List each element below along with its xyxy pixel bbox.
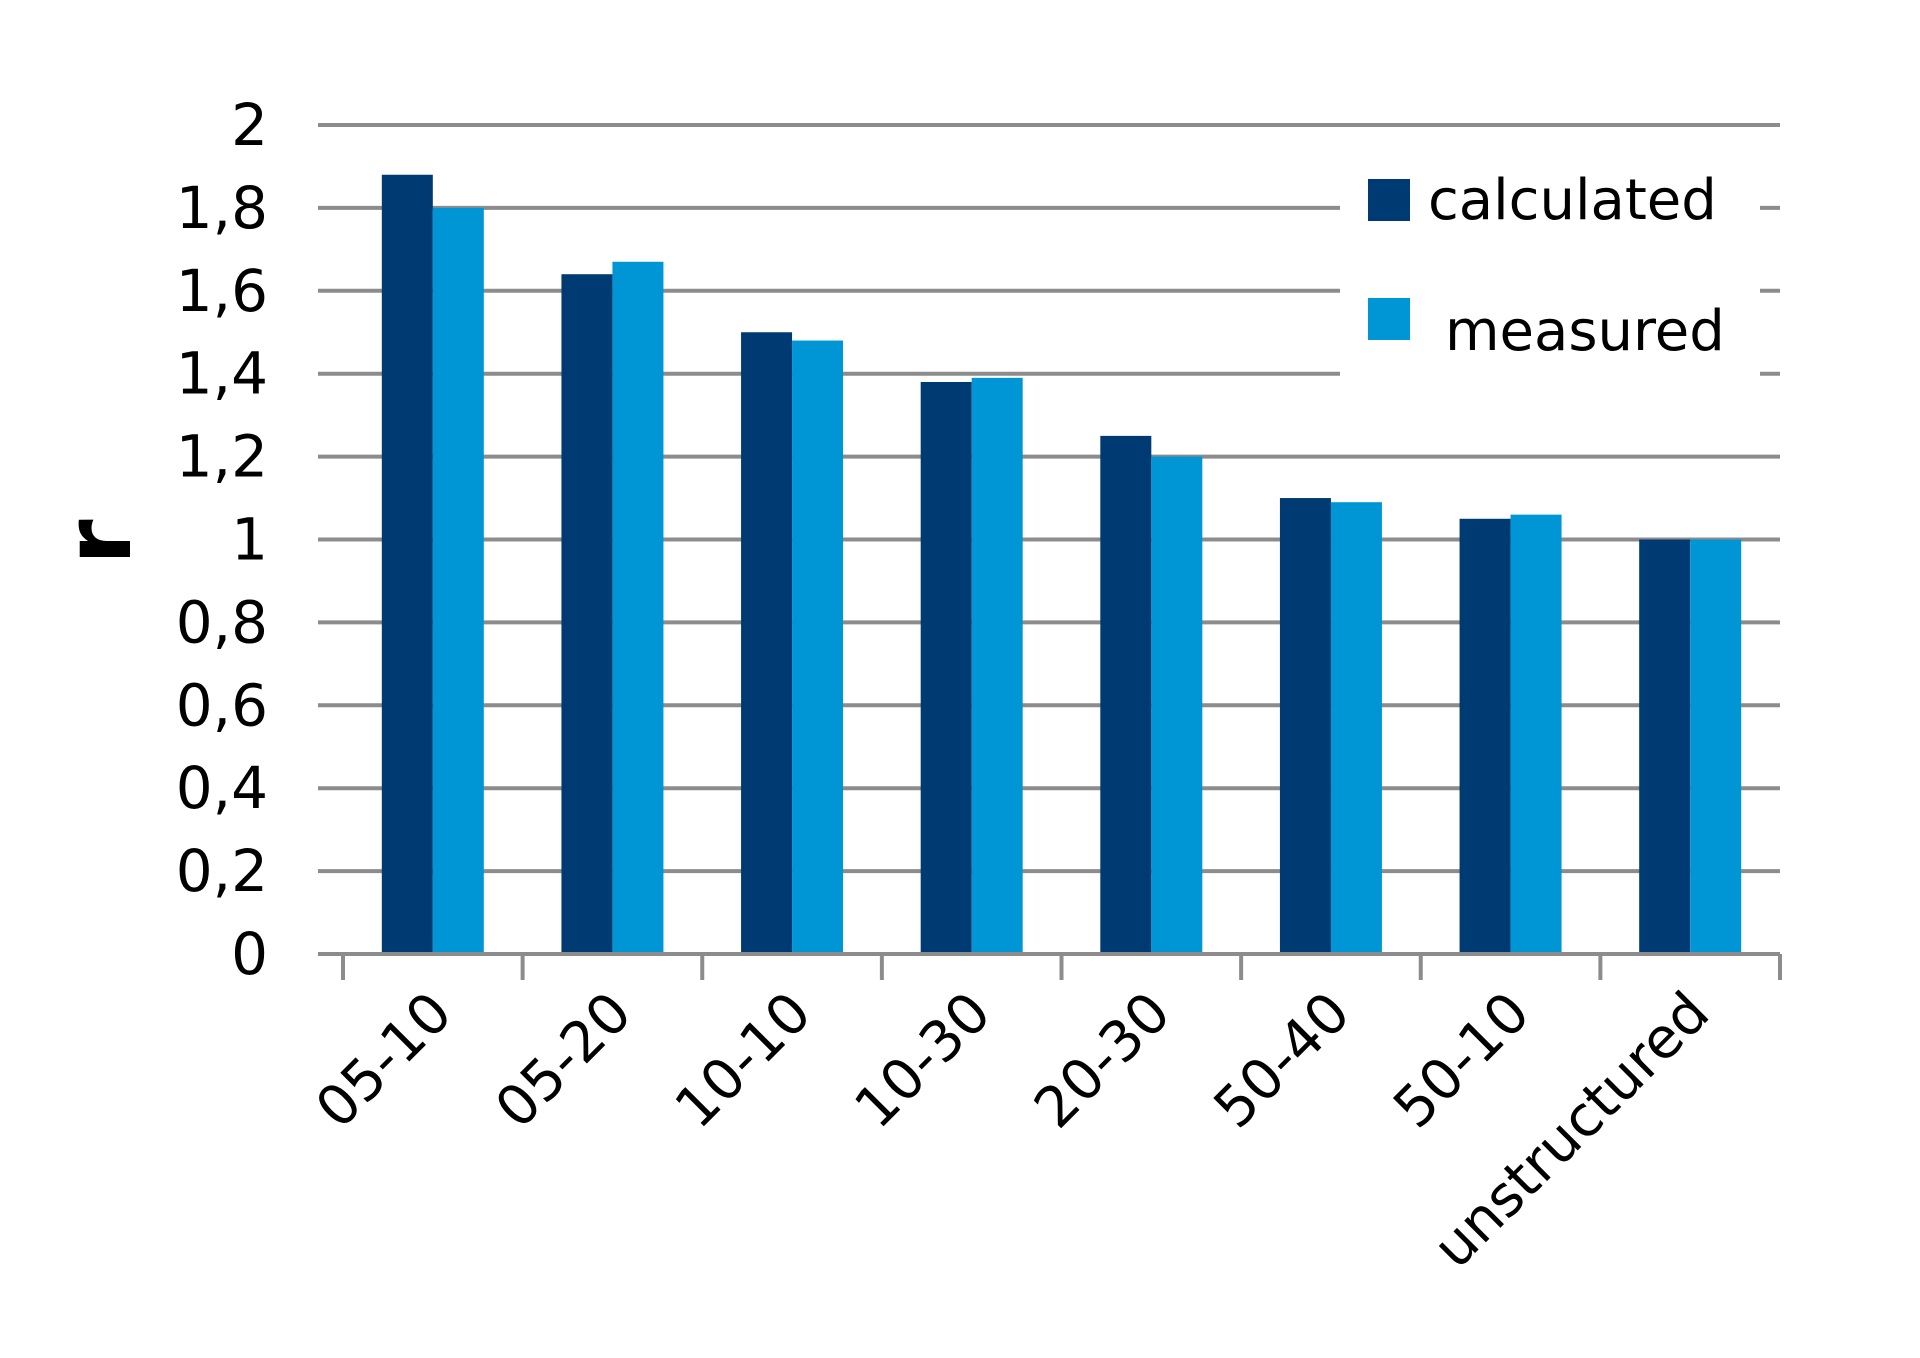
y-tick-label: 0,8 — [176, 588, 268, 656]
x-category-label: 05-20 — [483, 980, 644, 1141]
legend-swatch-calculated — [1368, 179, 1410, 221]
legend-swatch-measured — [1368, 298, 1410, 340]
y-tick-label: 1,2 — [176, 423, 268, 491]
y-axis-tick-labels: 0 0,2 0,4 0,6 0,8 1 1,2 1,4 1,6 1,8 2 — [176, 91, 268, 988]
legend: calculated measured — [1340, 152, 1760, 377]
y-tick-label: 1 — [231, 506, 268, 574]
bar-measured-10-10 — [792, 340, 844, 954]
bar-calculated-unstructured — [1639, 539, 1691, 954]
legend-label-calculated: calculated — [1428, 168, 1717, 233]
y-tick-label: 2 — [231, 91, 268, 159]
x-category-label: 50-40 — [1202, 980, 1363, 1141]
bar-calculated-05-20 — [561, 274, 613, 955]
y-axis-label: r — [45, 519, 152, 565]
y-tick-label: 0,4 — [176, 754, 268, 822]
legend-label-measured: measured — [1445, 299, 1725, 364]
bar-calculated-10-30 — [920, 381, 972, 954]
bar-measured-10-30 — [971, 377, 1023, 955]
bar-measured-20-30 — [1151, 456, 1203, 954]
x-category-label: 20-30 — [1022, 980, 1183, 1141]
bar-measured-unstructured — [1690, 539, 1742, 954]
x-axis-category-labels: 05-10 05-20 10-10 10-30 20-30 50-40 50-10unstr… — [304, 980, 1722, 1281]
y-tick-label: 0 — [231, 920, 268, 988]
y-tick-label: 1,8 — [176, 174, 268, 242]
x-category-label: 50-10 — [1381, 980, 1542, 1141]
x-axis — [341, 952, 1782, 980]
x-category-label: 10-30 — [843, 980, 1004, 1141]
y-tick-label: 1,6 — [176, 257, 268, 325]
bar-measured-05-20 — [612, 261, 664, 954]
bar-calculated-50-40 — [1279, 498, 1331, 954]
y-tick-label: 0,6 — [176, 671, 268, 739]
x-category-label: 05-10 — [304, 980, 465, 1141]
bar-calculated-50-10 — [1459, 518, 1511, 954]
x-category-label: 10-10 — [663, 980, 824, 1141]
bars — [381, 174, 1742, 955]
bar-measured-50-10 — [1510, 514, 1562, 954]
bar-calculated-10-10 — [741, 332, 793, 954]
y-tick-label: 0,2 — [176, 837, 268, 905]
bar-measured-05-10 — [432, 207, 484, 954]
bar-measured-50-40 — [1330, 502, 1382, 954]
bar-calculated-05-10 — [381, 174, 433, 955]
y-tick-label: 1,4 — [176, 340, 268, 408]
bar-calculated-20-30 — [1100, 435, 1152, 954]
